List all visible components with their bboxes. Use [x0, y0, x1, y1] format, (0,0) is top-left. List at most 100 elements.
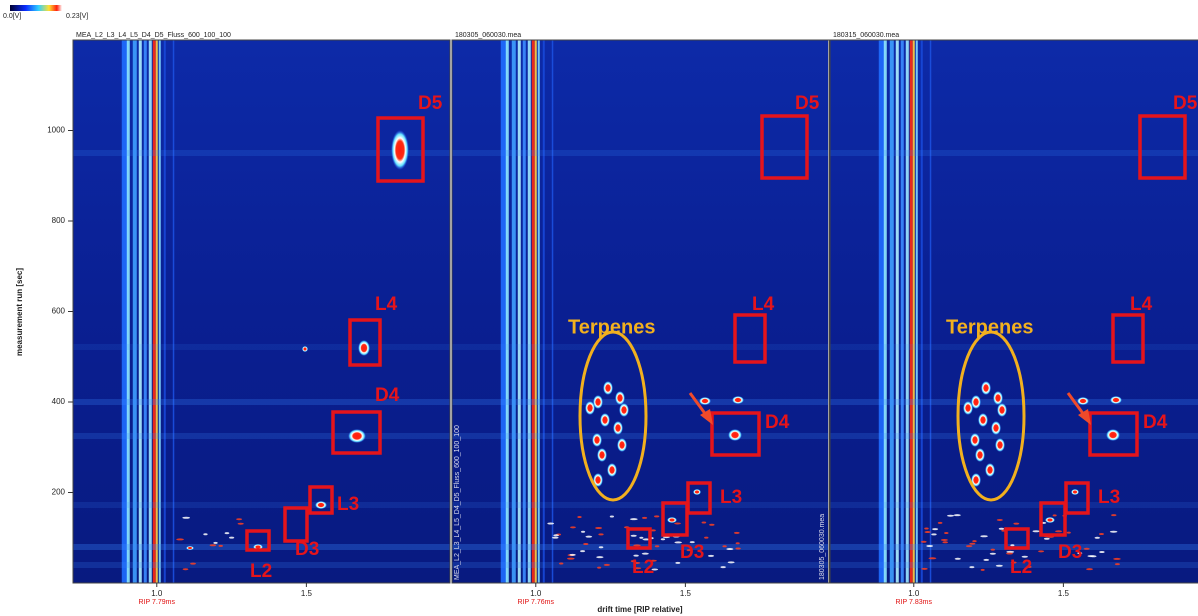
noise [1032, 530, 1039, 532]
y-tick-label: 200 [52, 488, 66, 497]
x-tick-label: 1.0 [908, 589, 920, 598]
group-label: Terpenes [946, 316, 1033, 338]
peak [728, 429, 742, 441]
noise [599, 546, 604, 548]
peak [615, 391, 625, 405]
noise [182, 517, 190, 519]
peak [585, 401, 595, 415]
noise [210, 544, 217, 546]
noise [1038, 550, 1044, 552]
annotation-label: L4 [752, 294, 775, 315]
noise [728, 561, 735, 563]
annotation-label: L2 [250, 561, 272, 582]
noise [642, 553, 649, 555]
rip-stripe [552, 40, 554, 583]
noise [183, 568, 189, 570]
noise [954, 514, 961, 516]
noise [1044, 538, 1050, 540]
noise [941, 539, 948, 541]
band [452, 150, 829, 156]
noise [639, 537, 643, 539]
rip-stripe [156, 40, 158, 583]
noise [552, 537, 559, 539]
noise [991, 549, 995, 551]
y-tick-label: 600 [52, 307, 66, 316]
noise [630, 518, 638, 520]
noise [642, 517, 647, 519]
noise [567, 558, 575, 560]
noise [553, 534, 559, 536]
noise [1053, 514, 1057, 516]
band [452, 344, 829, 350]
peak [186, 546, 194, 550]
band [73, 344, 450, 350]
noise [631, 535, 637, 537]
panel-title: MEA_L2_L3_L4_L5_D4_D5_Fluss_600_100_100 [76, 32, 231, 39]
annotation-label: D4 [375, 385, 400, 406]
noise [1115, 563, 1120, 565]
noise [702, 522, 707, 524]
noise [585, 536, 592, 538]
annotation-label: L2 [632, 557, 654, 578]
noise [708, 555, 714, 557]
rip-stripe [913, 40, 915, 583]
noise [722, 545, 726, 547]
noise [581, 531, 585, 533]
noise [596, 556, 603, 558]
noise [580, 550, 585, 552]
rip-stripe [518, 40, 521, 583]
peak [613, 421, 623, 435]
annotation-label: L4 [1130, 294, 1153, 315]
noise [1067, 532, 1071, 534]
annotation-label: L3 [337, 494, 359, 515]
noise [1111, 514, 1116, 516]
peak [592, 433, 602, 447]
noise [966, 545, 972, 547]
noise [654, 515, 659, 517]
rip-label: RIP 7.76ms [518, 599, 555, 606]
noise [726, 548, 733, 550]
peak [315, 501, 327, 509]
noise [734, 532, 740, 534]
rip-stripe [144, 40, 147, 583]
annotation-label: D5 [795, 93, 820, 114]
annotation-label: D5 [418, 93, 443, 114]
noise [190, 563, 196, 565]
y-tick-label: 400 [52, 397, 66, 406]
x-tick-label: 1.0 [530, 589, 542, 598]
noise [570, 526, 576, 528]
noise [1110, 531, 1118, 533]
y-axis-label: measurement run [sec] [15, 268, 24, 356]
noise [720, 566, 726, 568]
peak [597, 448, 607, 462]
x-tick-label: 1.0 [151, 589, 163, 598]
rip-stripe [153, 40, 156, 583]
peak [1110, 396, 1122, 404]
rip-label: RIP 7.83ms [896, 599, 933, 606]
noise [1006, 553, 1013, 555]
x-tick-label: 1.5 [1058, 589, 1070, 598]
noise [583, 543, 588, 545]
annotation-label: D3 [680, 542, 704, 563]
noise [597, 567, 601, 569]
noise [1095, 537, 1101, 539]
rip-stripe [538, 40, 540, 583]
band [830, 399, 1198, 405]
rip-stripe [921, 40, 923, 583]
colorbar [10, 5, 62, 11]
peak [607, 463, 617, 477]
noise [610, 516, 614, 518]
peak [600, 413, 610, 427]
noise [1084, 548, 1090, 550]
noise [997, 519, 1003, 521]
noise [981, 569, 985, 571]
noise [559, 562, 563, 564]
annotation-label: D4 [765, 412, 790, 433]
rip-stripe [159, 40, 161, 583]
peak [358, 340, 370, 356]
noise [604, 564, 610, 566]
peak [693, 489, 701, 495]
noise [928, 557, 936, 559]
peak [1071, 489, 1079, 495]
noise [655, 545, 659, 547]
